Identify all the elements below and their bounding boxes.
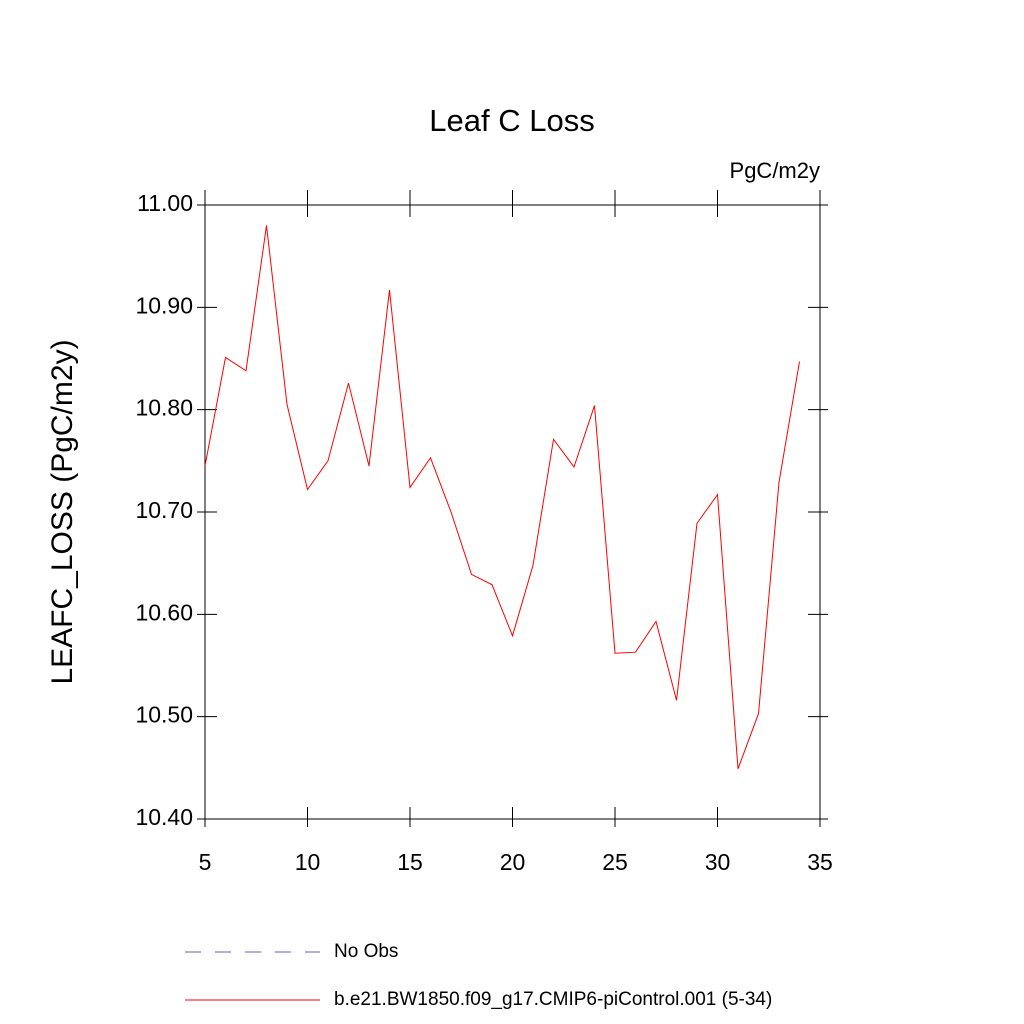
x-tick-label: 25	[602, 849, 628, 875]
x-tick-label: 20	[500, 849, 526, 875]
y-tick-label: 10.70	[135, 497, 193, 523]
y-tick-label: 10.90	[135, 292, 193, 318]
plot-frame	[204, 204, 821, 820]
chart-title: Leaf C Loss	[429, 103, 594, 138]
data-line	[204, 225, 800, 770]
x-tick-label: 30	[705, 849, 731, 875]
y-tick-label: 10.40	[135, 804, 193, 830]
x-tick-label: 5	[199, 849, 212, 875]
x-tick-label: 15	[397, 849, 423, 875]
units-label: PgC/m2y	[730, 158, 820, 183]
y-tick-label: 10.80	[135, 395, 193, 421]
legend-label: b.e21.BW1850.f09_g17.CMIP6-piControl.001…	[334, 989, 772, 1010]
x-tick-label: 10	[295, 849, 321, 875]
y-tick-label: 10.60	[135, 599, 193, 625]
y-tick-label: 11.00	[137, 190, 193, 216]
y-axis-label: LEAFC_LOSS (PgC/m2y)	[46, 339, 79, 684]
legend-label: No Obs	[334, 941, 398, 962]
y-tick-label: 10.50	[135, 702, 193, 728]
x-tick-label: 35	[807, 849, 833, 875]
